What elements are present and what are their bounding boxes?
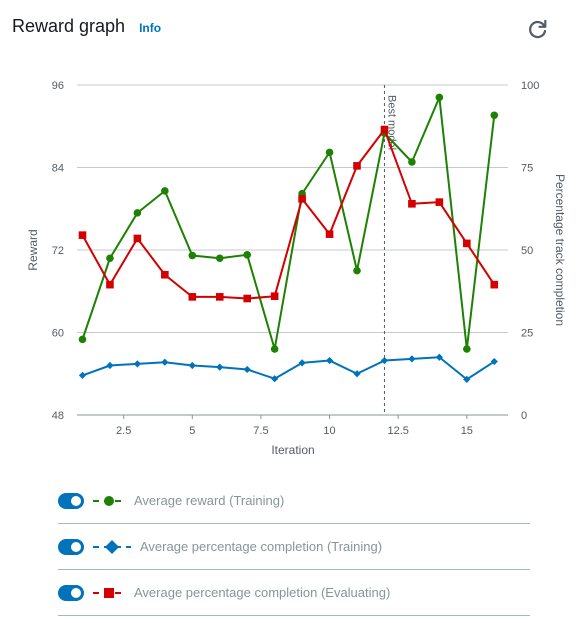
data-point	[215, 254, 224, 263]
data-point	[435, 353, 443, 361]
y-tick-label: 72	[52, 245, 64, 257]
legend: Average reward (Training) Average percen…	[58, 478, 530, 616]
grid-lines	[77, 84, 508, 416]
data-point	[380, 356, 389, 365]
refresh-icon	[529, 19, 547, 39]
y-tick-label: 60	[52, 328, 64, 340]
series-diamond	[78, 353, 498, 383]
y2-tick-label: 50	[521, 245, 533, 257]
data-point	[408, 158, 416, 166]
data-point	[490, 280, 499, 289]
y-tick-labels: 48 60 72 84 96	[52, 80, 64, 422]
series-square	[78, 125, 499, 303]
data-point	[270, 292, 279, 300]
chart-header: Reward graph Info	[12, 16, 161, 37]
data-point	[325, 148, 334, 157]
y2-tick-label: 75	[521, 163, 533, 175]
data-point	[161, 187, 169, 195]
data-point	[435, 198, 444, 206]
data-point	[435, 93, 444, 102]
data-point	[298, 359, 306, 367]
legend-marker-circle	[93, 495, 125, 506]
data-point	[161, 270, 169, 279]
y2-tick-label: 25	[521, 328, 533, 340]
data-point	[353, 162, 361, 170]
y-tick-label: 96	[52, 80, 64, 92]
refresh-button[interactable]	[526, 17, 550, 41]
data-point	[106, 254, 114, 263]
series-group	[78, 93, 499, 383]
data-point	[216, 363, 224, 371]
data-point	[188, 293, 197, 301]
y2-axis-label: Percentage track completion	[553, 174, 567, 326]
data-point	[243, 251, 252, 259]
data-point	[133, 360, 141, 368]
legend-item-training-completion: Average percentage completion (Training)	[58, 524, 530, 570]
data-point	[243, 365, 251, 374]
data-point	[380, 125, 389, 134]
data-point	[490, 357, 498, 366]
data-point	[325, 230, 334, 238]
legend-label: Average percentage completion (Training)	[140, 539, 383, 554]
data-point	[463, 239, 471, 248]
data-point	[78, 371, 87, 379]
toggle-training-completion[interactable]	[58, 538, 84, 555]
x-tick-label: 7.5	[253, 425, 268, 437]
data-point	[463, 345, 471, 353]
legend-item-average-reward: Average reward (Training)	[58, 478, 530, 524]
data-point	[490, 111, 499, 120]
x-tick-label: 2.5	[116, 425, 131, 437]
data-point	[78, 231, 87, 239]
y2-tick-label: 0	[521, 410, 527, 422]
info-link[interactable]: Info	[139, 21, 162, 35]
data-point	[408, 200, 416, 208]
y-tick-label: 84	[52, 163, 64, 175]
y-tick-label: 48	[52, 410, 64, 422]
toggle-average-reward[interactable]	[58, 492, 84, 509]
data-point	[271, 375, 279, 383]
data-point	[408, 355, 416, 363]
y2-tick-label: 100	[521, 80, 539, 92]
page-title: Reward graph	[12, 16, 126, 36]
data-point	[188, 361, 196, 370]
data-point	[188, 251, 197, 260]
legend-item-evaluating-completion: Average percentage completion (Evaluatin…	[58, 570, 530, 616]
data-point	[325, 356, 334, 365]
data-point	[298, 195, 306, 203]
x-tick-label: 15	[461, 425, 473, 437]
data-point	[353, 266, 361, 275]
toggle-evaluating-completion[interactable]	[58, 584, 84, 601]
data-point	[463, 375, 471, 383]
data-point	[106, 361, 114, 370]
x-tick-label: 5	[189, 425, 195, 437]
y2-tick-labels: 0 25 50 75 100	[521, 80, 539, 422]
y-axis-label: Reward	[26, 229, 40, 270]
data-point	[161, 358, 169, 366]
data-point	[215, 293, 224, 301]
series-line	[81, 96, 496, 350]
x-tick-labels: 2.5 5 7.5 10 12.5 15	[116, 415, 473, 437]
x-tick-label: 10	[323, 425, 335, 437]
data-point	[78, 335, 87, 344]
data-point	[133, 209, 142, 217]
legend-label: Average percentage completion (Evaluatin…	[134, 585, 391, 600]
x-axis-label: Iteration	[271, 443, 314, 457]
legend-marker-diamond	[93, 539, 131, 554]
data-point	[106, 280, 114, 289]
legend-marker-square	[93, 587, 125, 598]
series-circle	[78, 93, 499, 353]
series-line	[82, 356, 495, 381]
data-point	[133, 234, 142, 243]
data-point	[353, 370, 361, 378]
data-point	[243, 294, 252, 303]
data-point	[270, 345, 279, 353]
x-tick-label: 12.5	[387, 425, 408, 437]
legend-label: Average reward (Training)	[134, 493, 285, 508]
series-line	[81, 128, 496, 300]
